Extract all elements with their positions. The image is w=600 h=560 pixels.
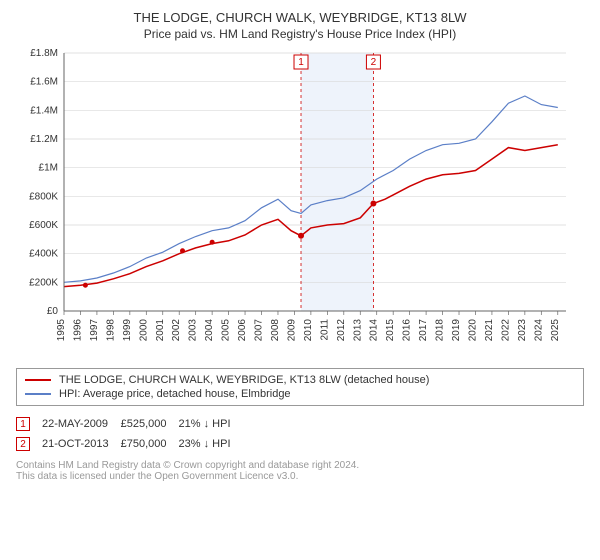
svg-text:2006: 2006	[237, 319, 248, 342]
svg-text:£600K: £600K	[29, 220, 58, 231]
svg-text:2000: 2000	[138, 319, 149, 342]
svg-text:2007: 2007	[254, 319, 265, 342]
attribution-line: Contains HM Land Registry data © Crown c…	[16, 460, 584, 471]
chart-title: THE LODGE, CHURCH WALK, WEYBRIDGE, KT13 …	[16, 10, 584, 25]
svg-text:£1.2M: £1.2M	[30, 134, 58, 145]
line-chart-svg: £0 £200K £400K £600K £800K £1M £1.2M £1.4M £1.6M…	[16, 47, 576, 357]
svg-text:2008: 2008	[270, 319, 281, 342]
svg-text:1998: 1998	[105, 319, 116, 342]
marker-delta: 23% ↓ HPI	[179, 434, 243, 454]
svg-text:2017: 2017	[418, 319, 429, 342]
marker-number-box: 2	[16, 437, 30, 451]
svg-text:£0: £0	[47, 306, 59, 317]
legend-swatch	[25, 379, 51, 381]
chart-subtitle: Price paid vs. HM Land Registry's House …	[16, 27, 584, 41]
svg-text:2002: 2002	[171, 319, 182, 342]
marker-date: 21-OCT-2013	[42, 434, 121, 454]
legend-row: HPI: Average price, detached house, Elmb…	[25, 387, 575, 401]
svg-text:2019: 2019	[451, 319, 462, 342]
attribution: Contains HM Land Registry data © Crown c…	[16, 460, 584, 482]
svg-text:£200K: £200K	[29, 277, 58, 288]
svg-text:£800K: £800K	[29, 191, 58, 202]
svg-text:2015: 2015	[385, 319, 396, 342]
legend-label: HPI: Average price, detached house, Elmb…	[59, 388, 291, 400]
marker-number-box: 1	[16, 417, 30, 431]
svg-text:2012: 2012	[336, 319, 347, 342]
legend-swatch	[25, 393, 51, 395]
chart-plot: £0 £200K £400K £600K £800K £1M £1.2M £1.4M £1.6M…	[16, 47, 584, 362]
svg-text:2: 2	[371, 57, 377, 68]
legend-label: THE LODGE, CHURCH WALK, WEYBRIDGE, KT13 …	[59, 374, 429, 386]
svg-text:£1.8M: £1.8M	[30, 48, 58, 59]
svg-text:1: 1	[298, 57, 304, 68]
svg-text:1995: 1995	[56, 319, 67, 342]
svg-text:2025: 2025	[550, 319, 561, 342]
svg-text:2013: 2013	[352, 319, 363, 342]
legend-row: THE LODGE, CHURCH WALK, WEYBRIDGE, KT13 …	[25, 373, 575, 387]
table-row: 1 22-MAY-2009£525,00021% ↓ HPI	[16, 414, 243, 434]
marker-delta: 21% ↓ HPI	[179, 414, 243, 434]
svg-text:2010: 2010	[303, 319, 314, 342]
marker-date: 22-MAY-2009	[42, 414, 121, 434]
marker-price: £750,000	[121, 434, 179, 454]
svg-text:1999: 1999	[122, 319, 133, 342]
marker-price: £525,000	[121, 414, 179, 434]
svg-text:2005: 2005	[221, 319, 232, 342]
svg-text:£1.6M: £1.6M	[30, 77, 58, 88]
chart-container: THE LODGE, CHURCH WALK, WEYBRIDGE, KT13 …	[0, 0, 600, 494]
svg-text:2018: 2018	[435, 319, 446, 342]
svg-text:£400K: £400K	[29, 249, 58, 260]
svg-text:2014: 2014	[369, 319, 380, 342]
legend: THE LODGE, CHURCH WALK, WEYBRIDGE, KT13 …	[16, 368, 584, 406]
svg-text:£1M: £1M	[39, 163, 58, 174]
table-row: 2 21-OCT-2013£750,00023% ↓ HPI	[16, 434, 243, 454]
attribution-line: This data is licensed under the Open Gov…	[16, 471, 584, 482]
svg-text:£1.4M: £1.4M	[30, 105, 58, 116]
svg-text:2023: 2023	[517, 319, 528, 342]
svg-text:1996: 1996	[72, 319, 83, 342]
svg-text:2004: 2004	[204, 319, 215, 342]
svg-text:2016: 2016	[402, 319, 413, 342]
svg-text:2021: 2021	[484, 319, 495, 342]
svg-text:2020: 2020	[467, 319, 478, 342]
svg-text:2011: 2011	[319, 319, 330, 341]
svg-text:2024: 2024	[533, 319, 544, 342]
svg-text:2022: 2022	[500, 319, 511, 342]
marker-table: 1 22-MAY-2009£525,00021% ↓ HPI 2 21-OCT-201…	[16, 414, 243, 454]
svg-text:2009: 2009	[286, 319, 297, 342]
svg-text:2001: 2001	[155, 319, 166, 342]
svg-text:1997: 1997	[89, 319, 100, 342]
svg-text:2003: 2003	[188, 319, 199, 342]
